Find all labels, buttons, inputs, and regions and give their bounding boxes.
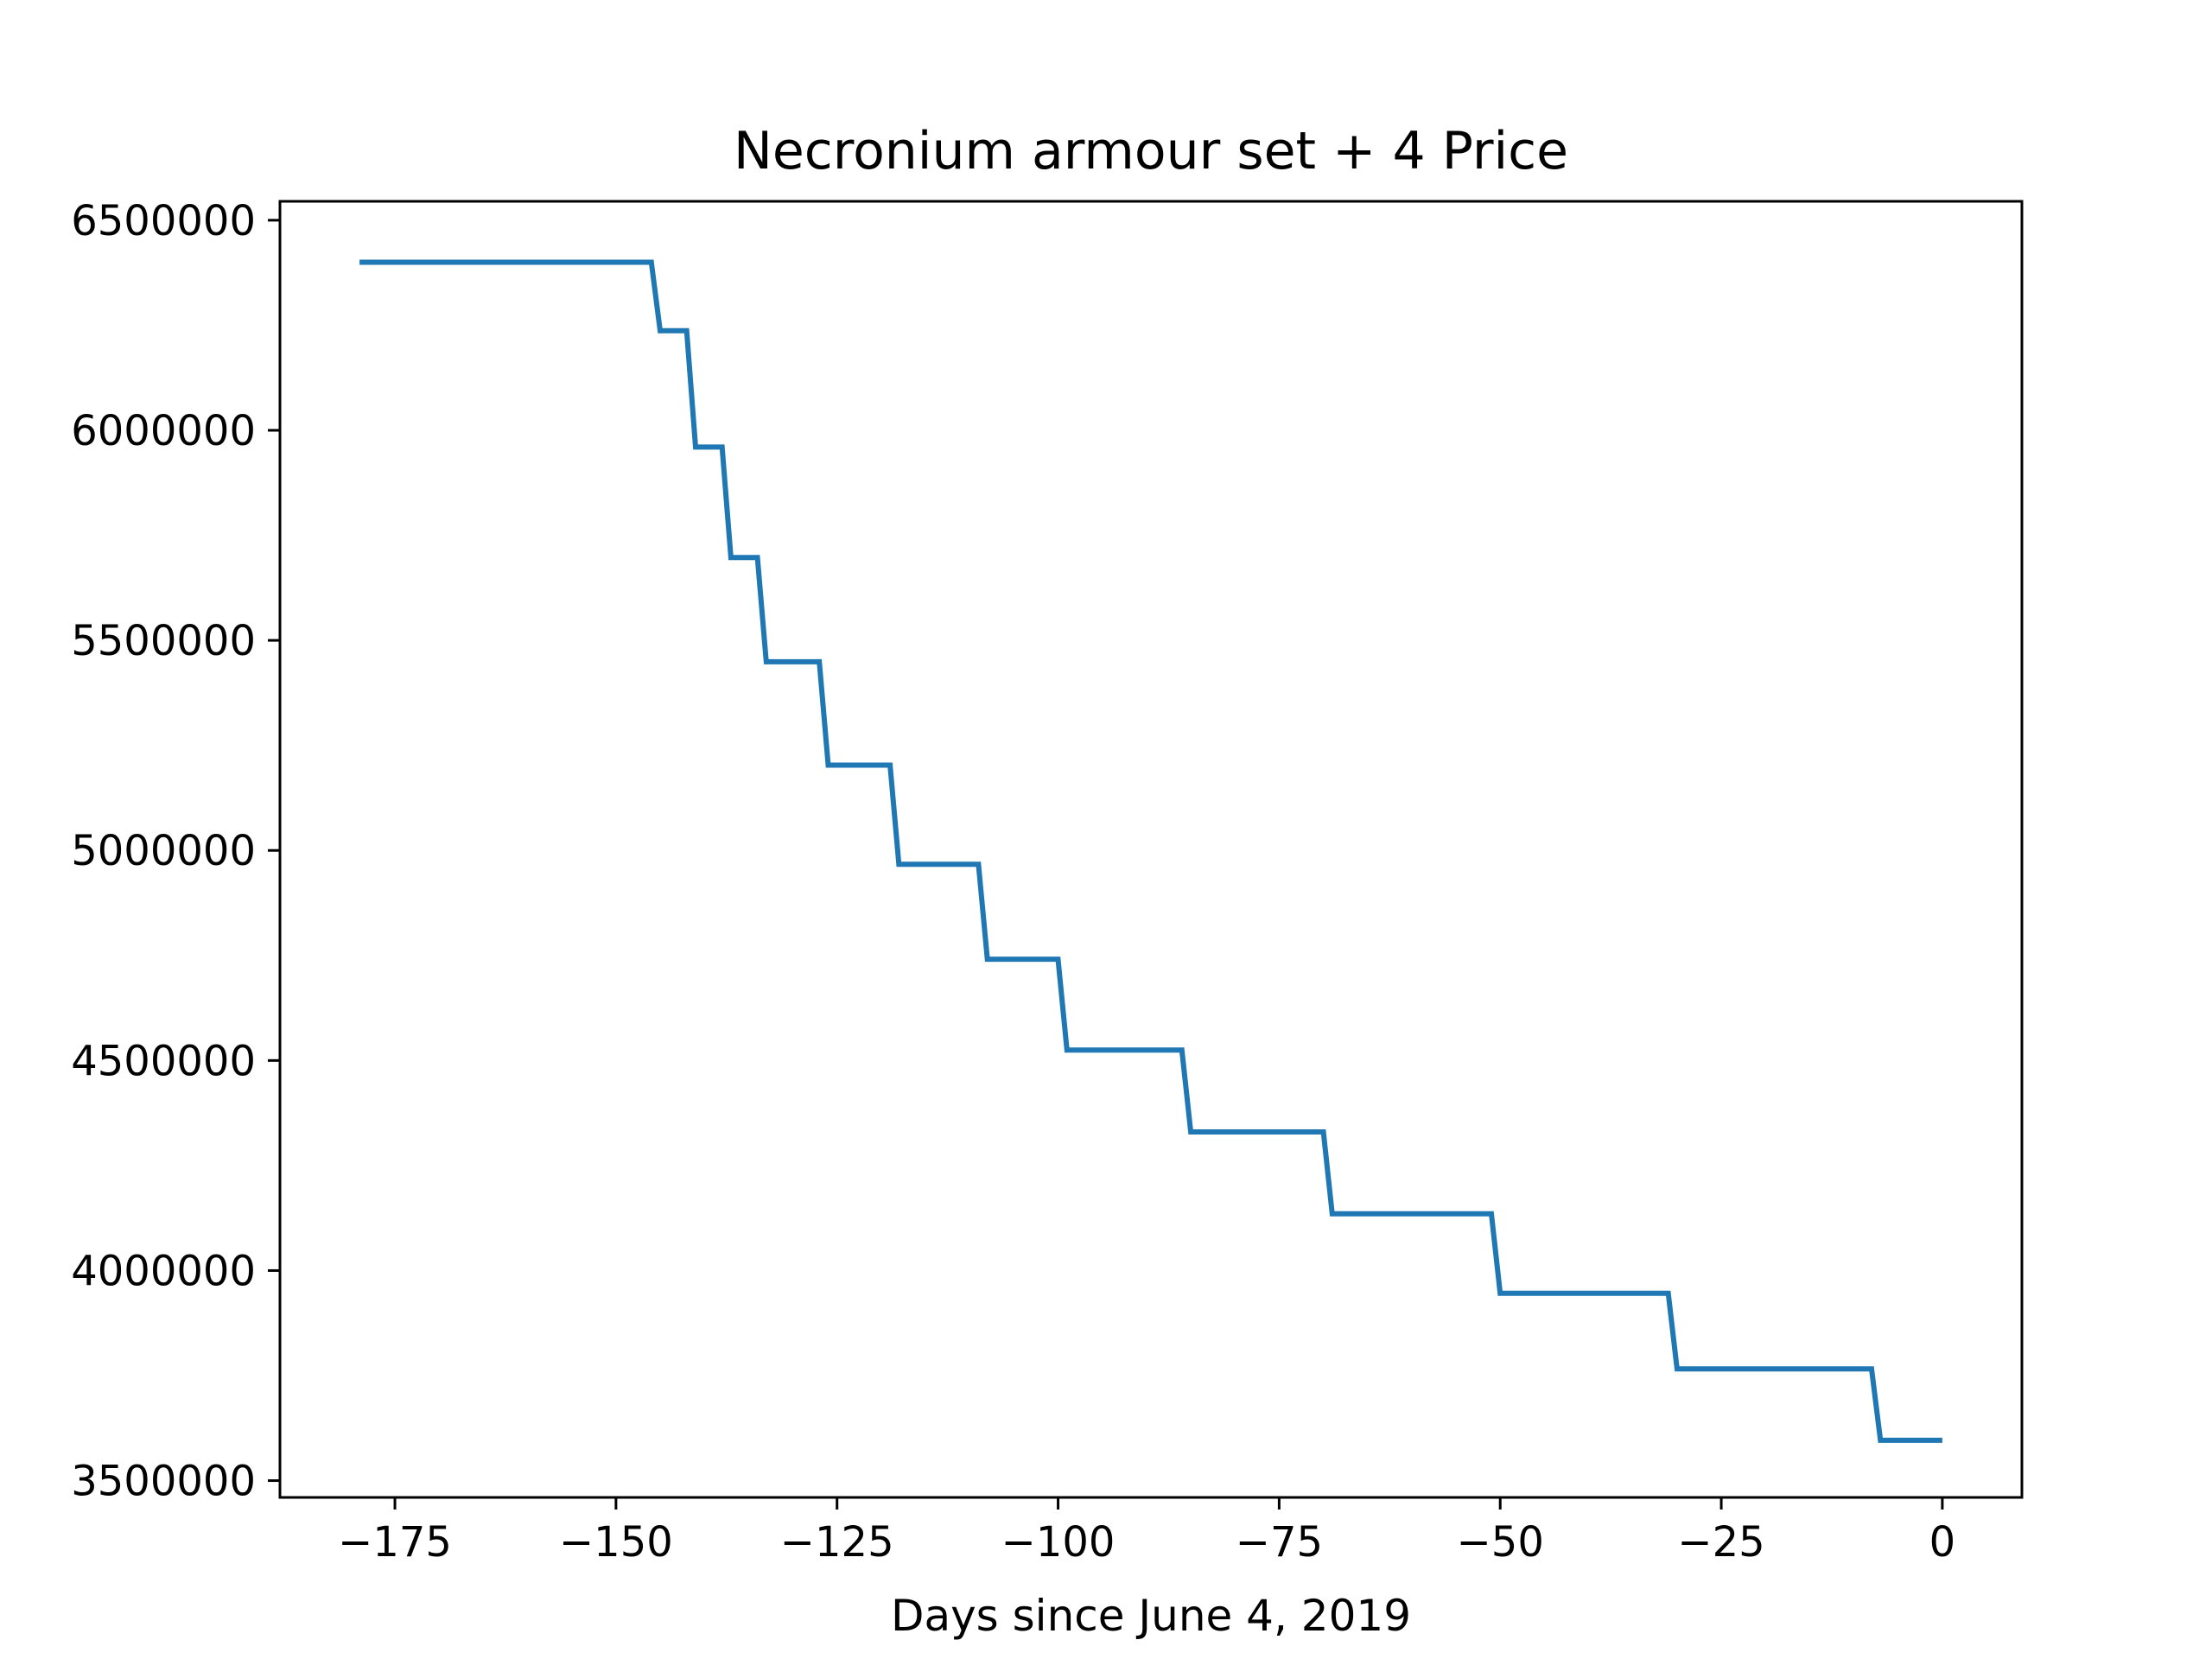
plot-area xyxy=(359,259,1942,1443)
y-tick-label: 3500000 xyxy=(71,1458,256,1506)
x-tick-label: −50 xyxy=(1457,1518,1544,1567)
y-tick-label: 6500000 xyxy=(71,197,256,245)
series-line-1 xyxy=(359,259,1942,1443)
y-tick-label: 4000000 xyxy=(71,1247,256,1295)
y-tick-label: 4500000 xyxy=(71,1037,256,1085)
x-tick-label: −175 xyxy=(338,1518,452,1567)
x-tick-label: −75 xyxy=(1236,1518,1323,1567)
axes: −175 −150 −125 −100 −75 −50 −25 0 3500000 4000000… xyxy=(71,197,2024,1567)
chart-title: Necronium armour set + 4 Price xyxy=(734,121,1568,181)
y-tick-label: 6000000 xyxy=(71,407,256,455)
x-tick-label: −25 xyxy=(1677,1518,1764,1567)
x-tick-label: 0 xyxy=(1929,1518,1956,1567)
x-axis-title: Days since June 4, 2019 xyxy=(891,1591,1411,1641)
x-tick-label: −100 xyxy=(1001,1518,1116,1567)
y-tick-label: 5000000 xyxy=(71,827,256,875)
x-tick-label: −150 xyxy=(559,1518,673,1567)
x-tick-label: −125 xyxy=(780,1518,894,1567)
y-tick-label: 5500000 xyxy=(71,617,256,665)
plot-frame xyxy=(278,200,2024,1499)
